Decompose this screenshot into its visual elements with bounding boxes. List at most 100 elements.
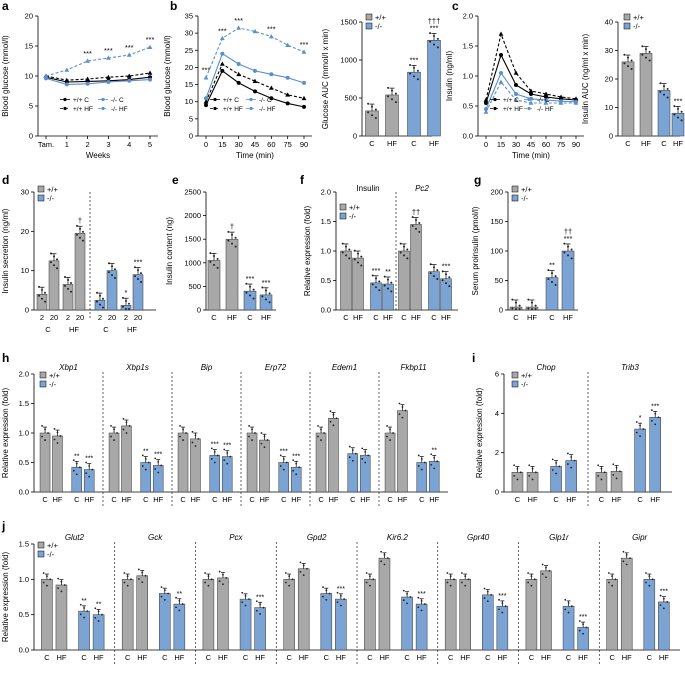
chart-i-dot	[555, 461, 557, 464]
chart-i-dot	[654, 423, 657, 426]
chart-b2-dot	[413, 75, 415, 78]
chart-a-significance: ***	[83, 49, 92, 58]
chart-h-dot	[279, 454, 282, 457]
chart-f-dot	[345, 254, 347, 257]
chart-j-significance: ***	[498, 593, 506, 600]
chart-j-x-tick-label: HF	[299, 653, 309, 662]
chart-h-x-tick-label: C	[419, 495, 425, 504]
chart-h-dot	[401, 416, 404, 419]
chart-f-dot	[399, 242, 402, 245]
chart-e-dot	[231, 233, 233, 236]
chart-j-dot	[449, 575, 452, 578]
chart-h-dot	[392, 432, 394, 434]
chart-j-dot	[241, 601, 244, 604]
chart-h-dot	[254, 432, 256, 434]
chart-j-dot	[365, 581, 368, 584]
chart-j-bar	[606, 579, 618, 651]
chart-f-dot	[375, 286, 377, 289]
chart-h-significance: ***	[223, 443, 231, 450]
chart-h-dot	[141, 454, 144, 457]
chart-j-panel-title: Kir6.2	[387, 533, 408, 542]
chart-j-bar	[540, 570, 552, 651]
chart-h-dot	[44, 439, 46, 441]
chart-c1-point	[499, 53, 503, 57]
chart-f-dot	[445, 282, 447, 285]
chart-g-dot	[551, 280, 553, 283]
chart-b1-x-label: Time (min)	[236, 151, 274, 160]
chart-d-significance: †	[78, 216, 82, 225]
chart-i-dot	[567, 452, 569, 455]
chart-j-dot	[255, 600, 258, 603]
chart-j-dot	[614, 578, 617, 581]
chart-j-x-tick-label: C	[324, 653, 330, 662]
chart-e-dot	[252, 297, 255, 300]
chart-i-dot	[615, 477, 618, 480]
chart-h-y-tick-label: 2.0	[19, 370, 29, 379]
chart-a-point	[64, 82, 69, 87]
chart-d-x-tick-label: 2	[66, 313, 70, 322]
chart-d-legend-swatch	[37, 185, 45, 193]
chart-h-dot	[398, 413, 401, 416]
chart-j-bar	[136, 575, 148, 651]
chart-g-x-tick-label: C	[549, 313, 555, 322]
chart-j-dot	[607, 572, 610, 574]
chart-f-dot	[345, 245, 347, 248]
chart-j-dot	[490, 593, 493, 596]
chart-c1-legend-marker	[493, 97, 497, 102]
chart-d-group-label: C	[45, 325, 51, 334]
chart-d-dot	[108, 271, 110, 274]
chart-h-dot	[329, 420, 332, 423]
chart-e-dot	[249, 285, 251, 288]
chart-j-x-tick-label: HF	[218, 653, 228, 662]
chart-c1-point	[573, 100, 579, 105]
chart-j-dot	[369, 575, 371, 578]
chart-d-dot	[96, 291, 98, 294]
chart-h-dot	[329, 410, 332, 413]
chart-c2-dot	[659, 90, 662, 93]
chart-j-dot	[207, 575, 210, 578]
chart-j-x-tick-label: HF	[417, 653, 427, 662]
chart-a-series-line	[45, 77, 151, 85]
chart-b1-point	[302, 80, 306, 85]
chart-b2-dot	[436, 46, 439, 49]
chart-b1-point	[203, 99, 209, 104]
chart-f-dot	[411, 216, 414, 219]
chart-b2-dot	[433, 34, 435, 37]
chart-j-bar	[444, 579, 457, 651]
chart-h-dot	[323, 432, 325, 434]
chart-d-dot	[137, 278, 139, 281]
chart-h-dot	[263, 435, 266, 438]
chart-j-bar	[283, 579, 295, 651]
chart-b1-point	[203, 75, 209, 80]
chart-b1-x-tick-label: 45	[251, 140, 259, 149]
chart-h-dot	[147, 461, 150, 464]
chart-f-dot	[399, 251, 402, 254]
chart-i-x-tick-label: HF	[528, 495, 538, 504]
chart-j-dot	[302, 564, 305, 567]
chart-j-dot	[204, 572, 207, 574]
chart-h-dot	[251, 428, 253, 431]
chart-g-dagger: ††	[564, 227, 572, 236]
chart-j-x-tick-label: C	[206, 653, 212, 662]
chart-j-dot	[369, 584, 371, 587]
chart-h-x-tick-label: HF	[291, 495, 301, 504]
chart-b1-point	[252, 78, 258, 83]
chart-c2-dot	[673, 113, 676, 116]
chart-i-panel-title: Chop	[536, 363, 556, 372]
chart-j-bar	[159, 593, 171, 651]
chart-b1-point	[268, 85, 274, 90]
chart-d-x-tick-label: 2	[40, 313, 44, 322]
chart-c2-legend-swatch	[623, 13, 631, 21]
chart-h-panel-title: Fkbp11	[400, 363, 426, 372]
chart-g-dot	[527, 298, 530, 301]
chart-c2-dot	[680, 119, 683, 122]
chart-a-point	[106, 74, 111, 79]
chart-h-dot	[72, 459, 75, 462]
chart-h-x-tick-label: C	[42, 495, 48, 504]
chart-g-dot	[531, 308, 533, 310]
chart-g-dot	[534, 304, 537, 307]
chart-h-dot	[223, 459, 226, 462]
chart-e-dot	[252, 288, 255, 291]
chart-j-x-tick-label: C	[243, 653, 249, 662]
chart-b1-legend-marker	[213, 97, 217, 102]
